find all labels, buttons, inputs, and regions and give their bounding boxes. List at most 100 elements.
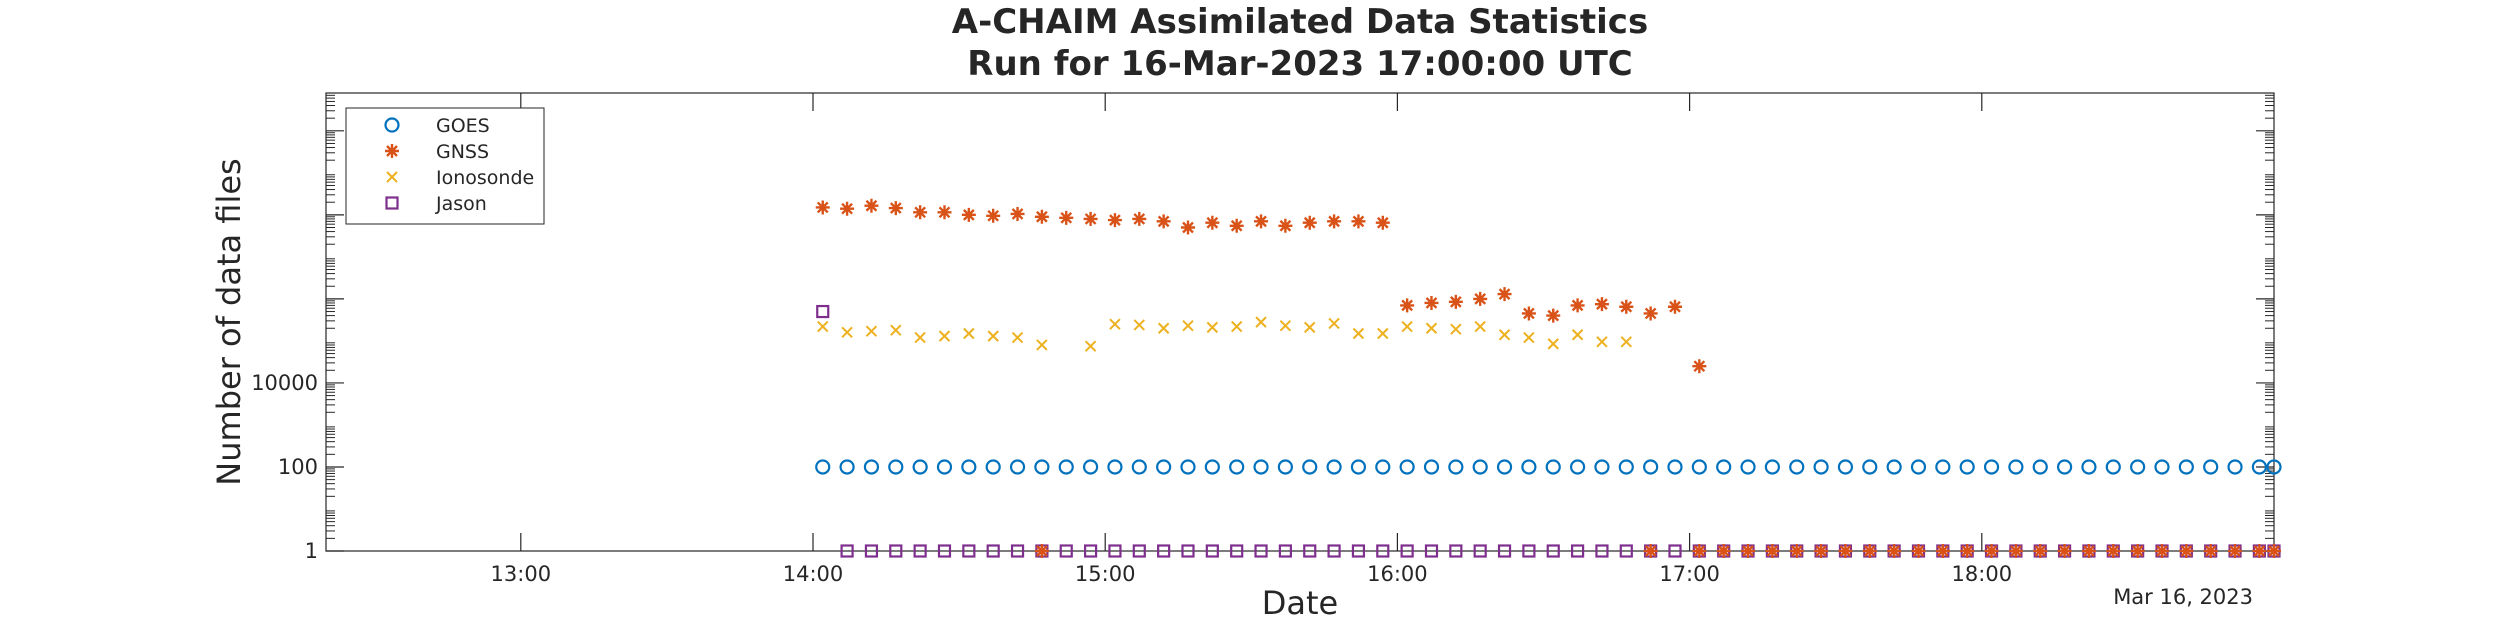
data-point [1935, 459, 1951, 475]
data-point [2251, 459, 2267, 475]
data-point [888, 459, 904, 475]
data-point [1302, 215, 1317, 230]
y-tick-label: 1 [305, 539, 318, 563]
x-tick-label: 18:00 [1952, 562, 2013, 586]
x-axis-ticks: 13:00 14:00 15:00 16:00 17:00 18:00 [491, 93, 2013, 586]
data-point [863, 459, 880, 475]
data-point [1424, 544, 1439, 558]
data-point [2252, 544, 2267, 558]
data-point [1206, 321, 1219, 334]
data-point [2179, 544, 2194, 558]
data-point [1667, 299, 1682, 314]
data-point [1814, 544, 1829, 558]
data-point [1229, 218, 1244, 233]
data-point [1424, 295, 1439, 310]
data-point [815, 200, 830, 215]
data-point [1448, 294, 1463, 309]
data-point [1813, 459, 1829, 475]
data-point [2008, 544, 2023, 558]
data-point [1133, 319, 1145, 331]
data-point [986, 544, 1000, 558]
data-point [1034, 544, 1049, 558]
data-point [1350, 459, 1367, 475]
data-point [1619, 544, 1633, 558]
data-point [938, 330, 951, 342]
axes-box [325, 92, 2275, 552]
data-point [1059, 544, 1073, 558]
data-point [1887, 544, 1902, 558]
data-point [1229, 459, 1245, 475]
data-point [1401, 320, 1413, 333]
data-point [1473, 544, 1487, 558]
data-point [1131, 459, 1147, 475]
data-point [1084, 340, 1097, 352]
data-point [1034, 209, 1049, 224]
data-point [1497, 544, 1512, 558]
data-point [1253, 459, 1269, 475]
data-point [1569, 459, 1586, 475]
data-point [1180, 459, 1196, 475]
data-points [815, 198, 2282, 558]
data-point [1643, 544, 1658, 558]
data-point [1399, 459, 1415, 475]
data-point [1789, 544, 1804, 558]
data-point [1058, 459, 1074, 475]
data-point [1474, 320, 1486, 333]
data-point [936, 459, 953, 475]
chart-subtitle: Run for 16-Mar-2023 17:00:00 UTC [967, 44, 1632, 84]
data-point [1423, 459, 1440, 475]
data-point [1255, 316, 1267, 328]
series-ionosonde [817, 316, 1632, 352]
data-point [2227, 459, 2243, 475]
data-point [2032, 459, 2048, 475]
x-axis-label: Date [1262, 584, 1338, 622]
data-point [961, 207, 976, 222]
data-point [1523, 331, 1535, 344]
data-point [1107, 459, 1123, 475]
data-point [913, 205, 928, 220]
x-tick-label: 13:00 [491, 562, 552, 586]
data-point [1157, 322, 1170, 334]
data-point [889, 544, 903, 558]
data-point [1691, 459, 1707, 475]
data-point [1984, 544, 1999, 558]
data-point [1546, 544, 1560, 558]
data-point [1375, 215, 1390, 230]
data-point [865, 325, 878, 337]
data-point [1765, 544, 1780, 558]
data-point [2203, 544, 2218, 558]
data-point [840, 544, 854, 558]
data-point [1740, 459, 1756, 475]
data-point [1059, 210, 1074, 225]
data-point [1570, 544, 1585, 558]
data-point [1010, 544, 1025, 558]
data-point [841, 326, 853, 339]
y-tick-label: 10000 [251, 371, 318, 395]
data-point [888, 201, 903, 216]
data-point [1838, 544, 1853, 558]
x-tick-label: 14:00 [783, 562, 844, 586]
data-point [1619, 299, 1634, 314]
data-point [1448, 459, 1464, 475]
data-point [2130, 544, 2145, 558]
data-point [2105, 459, 2121, 475]
data-point [1449, 544, 1463, 558]
x-tick-label: 17:00 [1659, 562, 1720, 586]
data-point [1570, 298, 1585, 313]
data-point [1108, 544, 1122, 558]
data-point [1521, 306, 1536, 321]
data-point [1594, 459, 1610, 475]
data-point [1667, 459, 1683, 475]
data-point [1959, 459, 1975, 475]
data-point [1571, 329, 1584, 341]
legend-marker [384, 117, 400, 133]
data-point [2130, 459, 2146, 475]
data-point [1181, 544, 1195, 558]
data-point [864, 198, 879, 213]
data-point [2081, 544, 2096, 558]
data-point [1326, 459, 1342, 475]
data-point [1910, 459, 1927, 475]
x-axis-date-note: Mar 16, 2023 [2113, 585, 2253, 609]
data-point [2106, 544, 2121, 558]
legend-marker [385, 196, 399, 210]
